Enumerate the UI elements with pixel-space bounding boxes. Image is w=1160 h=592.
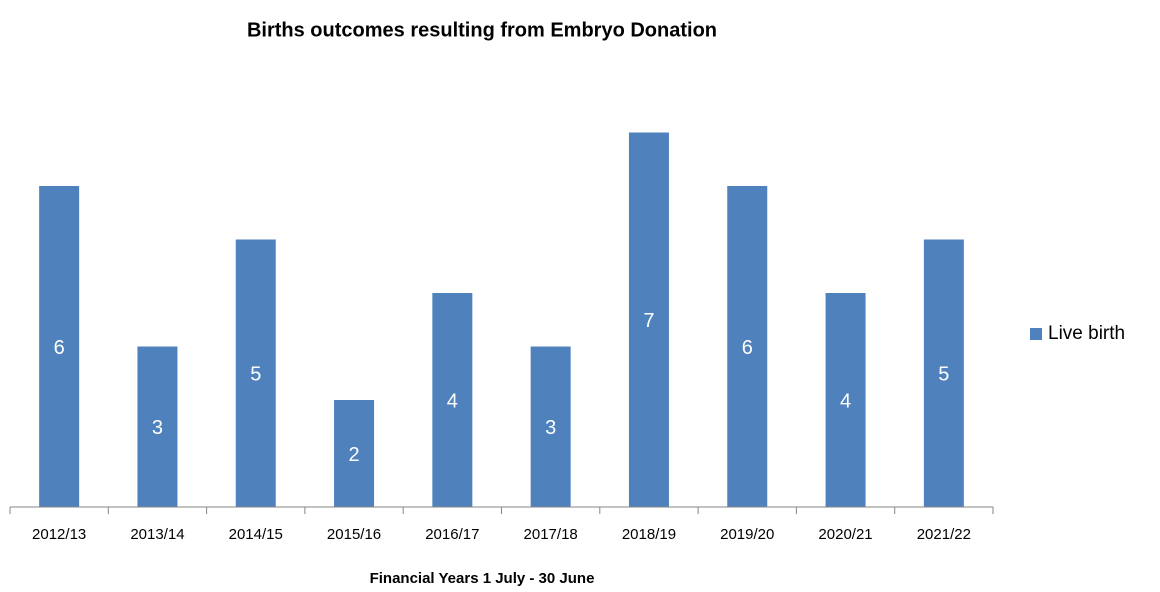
data-label: 4 [447,390,458,412]
x-tick-label: 2017/18 [524,526,578,543]
legend-swatch [1030,328,1042,340]
bar [137,346,178,507]
x-tick-label: 2016/17 [425,526,479,543]
x-tick-label: 2018/19 [622,526,676,543]
x-tick-label: 2019/20 [720,526,774,543]
x-tick-label: 2020/21 [818,526,872,543]
bar [530,346,571,507]
chart-title: Births outcomes resulting from Embryo Do… [247,19,717,41]
x-tick-label: 2013/14 [130,526,184,543]
x-tick-label: 2014/15 [229,526,283,543]
data-label: 6 [54,337,65,359]
data-label: 5 [250,364,261,386]
x-axis-label: Financial Years 1 July - 30 June [370,570,595,587]
x-tick-label: 2015/16 [327,526,381,543]
bar [39,186,80,507]
bar [923,239,964,507]
bar [727,186,768,507]
legend-label: Live birth [1048,323,1125,344]
data-label: 5 [938,364,949,386]
data-label: 4 [840,390,851,412]
bar [628,132,669,507]
bar [432,293,473,507]
x-tick-label: 2021/22 [917,526,971,543]
data-label: 7 [643,310,654,332]
bar [825,293,866,507]
data-label: 6 [742,337,753,359]
bar [235,239,276,507]
data-label: 3 [545,417,556,439]
data-label: 3 [152,417,163,439]
data-label: 2 [348,444,359,466]
x-tick-label: 2012/13 [32,526,86,543]
bar [334,400,375,507]
